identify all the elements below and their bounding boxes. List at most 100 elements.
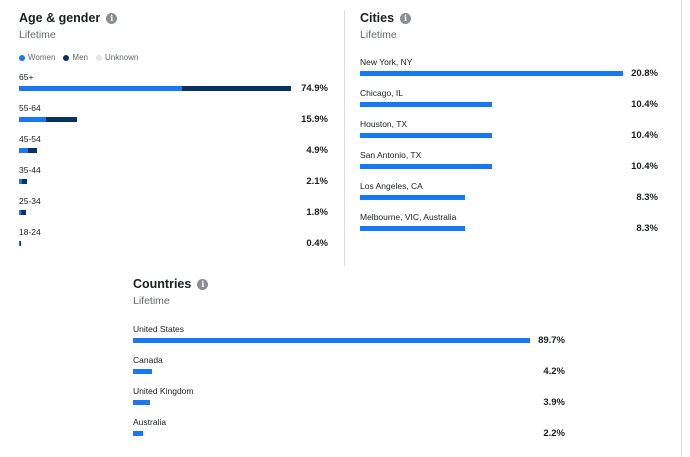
city-row-label: New York, NY <box>360 57 413 67</box>
age-row-value: 15.9% <box>301 114 328 125</box>
age-row: 35-44 2.1% <box>19 165 328 187</box>
city-row-value: 20.8% <box>631 68 658 79</box>
age-row-label: 45-54 <box>19 134 41 144</box>
age-row-label: 35-44 <box>19 165 41 175</box>
legend-item: Men <box>63 53 88 62</box>
country-row-bar <box>133 369 152 374</box>
legend-dot-icon <box>19 54 25 61</box>
city-row-bar <box>360 164 492 169</box>
bar-segment <box>133 400 151 405</box>
bar-segment-men <box>20 241 21 246</box>
age-row: 65+ 74.9% <box>19 72 328 94</box>
bar-segment <box>133 369 152 374</box>
city-row-bar <box>360 226 465 231</box>
age-gender-subtitle: Lifetime <box>19 29 56 41</box>
age-row-bar <box>19 210 26 215</box>
city-row-bar <box>360 102 492 107</box>
bar-segment-women <box>19 117 47 122</box>
cities-subtitle: Lifetime <box>360 29 397 41</box>
country-row-label: Australia <box>133 417 167 427</box>
age-row-label: 65+ <box>19 72 34 82</box>
age-gender-legend: Women Men Unknown <box>19 53 138 62</box>
bar-segment-women <box>19 179 22 184</box>
bar-segment <box>360 71 624 76</box>
bar-segment <box>360 226 465 231</box>
country-row: Australia 2.2% <box>133 417 565 439</box>
country-row: United Kingdom 3.9% <box>133 386 565 408</box>
age-row-bar <box>19 117 77 122</box>
bar-segment-men <box>46 117 77 122</box>
city-row: Melbourne, VIC, Australia 8.3% <box>360 212 658 234</box>
city-row-label: Houston, TX <box>360 119 408 129</box>
info-icon[interactable]: i <box>400 12 412 24</box>
age-row-value: 74.9% <box>301 83 328 94</box>
bar-segment <box>133 431 143 436</box>
city-row: Houston, TX 10.4% <box>360 119 658 141</box>
country-row-label: United States <box>133 324 185 334</box>
bar-segment-men <box>21 179 27 184</box>
legend-dot-icon <box>95 54 102 61</box>
cities-title-text: Cities <box>360 11 395 25</box>
city-row-value: 10.4% <box>631 161 658 172</box>
city-row-label: San Antonio, TX <box>360 150 422 160</box>
age-row-label: 25-34 <box>19 196 41 206</box>
country-row: Canada 4.2% <box>133 355 565 377</box>
city-row-label: Melbourne, VIC, Australia <box>360 212 457 222</box>
bar-segment-women <box>19 241 20 246</box>
country-row-value: 2.2% <box>543 428 565 439</box>
age-row: 55-64 15.9% <box>19 103 328 125</box>
countries-subtitle: Lifetime <box>133 295 170 307</box>
age-row-value: 4.9% <box>306 145 328 156</box>
panel-border <box>681 0 682 457</box>
country-row-bar <box>133 338 531 343</box>
city-row-value: 8.3% <box>636 223 658 234</box>
age-row-bar <box>19 179 27 184</box>
panel-divider <box>344 10 345 266</box>
info-icon[interactable]: i <box>197 278 209 290</box>
age-row-bar <box>19 148 37 153</box>
age-row: 45-54 4.9% <box>19 134 328 156</box>
age-row-label: 18-24 <box>19 227 41 237</box>
bar-segment-men <box>28 148 37 153</box>
country-row: United States 89.7% <box>133 324 565 346</box>
age-gender-title-text: Age & gender <box>19 11 101 25</box>
legend-item: Women <box>19 53 55 62</box>
bar-segment-women <box>19 148 29 153</box>
bar-segment-women <box>19 210 22 215</box>
country-row-value: 89.7% <box>538 335 565 346</box>
age-row-value: 2.1% <box>306 176 328 187</box>
legend-label: Women <box>28 53 56 62</box>
bar-segment <box>360 164 492 169</box>
country-row-bar <box>133 431 143 436</box>
age-row-bar <box>19 241 21 246</box>
age-row-value: 0.4% <box>306 238 328 249</box>
info-icon[interactable]: i <box>106 12 118 24</box>
age-gender-title: Age & gender i <box>19 11 118 25</box>
city-row-value: 10.4% <box>631 130 658 141</box>
legend-label: Men <box>72 53 88 62</box>
country-row-value: 3.9% <box>543 397 565 408</box>
country-row-label: United Kingdom <box>133 386 194 396</box>
city-row-label: Los Angeles, CA <box>360 181 423 191</box>
country-row-bar <box>133 400 151 405</box>
legend-item: Unknown <box>95 53 138 62</box>
bar-segment <box>360 195 465 200</box>
age-row: 25-34 1.8% <box>19 196 328 218</box>
city-row-value: 10.4% <box>631 99 658 110</box>
bar-segment-men <box>21 210 26 215</box>
age-row-bar <box>19 86 291 91</box>
city-row: Los Angeles, CA 8.3% <box>360 181 658 203</box>
bar-segment-women <box>19 86 182 91</box>
city-row: San Antonio, TX 10.4% <box>360 150 658 172</box>
city-row: Chicago, IL 10.4% <box>360 88 658 110</box>
age-row-label: 55-64 <box>19 103 41 113</box>
country-row-label: Canada <box>133 355 163 365</box>
country-row-value: 4.2% <box>543 366 565 377</box>
bar-segment <box>360 102 492 107</box>
city-row-value: 8.3% <box>636 192 658 203</box>
city-row: New York, NY 20.8% <box>360 57 658 79</box>
countries-title-text: Countries <box>133 277 192 291</box>
city-row-label: Chicago, IL <box>360 88 403 98</box>
countries-title: Countries i <box>133 277 209 291</box>
bar-segment-men <box>181 86 291 91</box>
